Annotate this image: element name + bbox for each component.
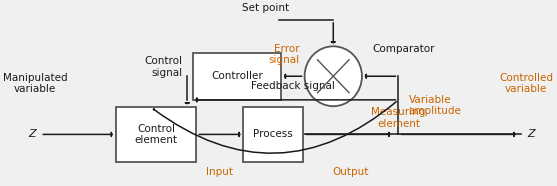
Text: Output: Output — [333, 167, 369, 177]
FancyBboxPatch shape — [243, 107, 304, 162]
Text: Z: Z — [527, 129, 535, 140]
Text: Control
signal: Control signal — [144, 56, 182, 78]
Text: Process: Process — [253, 129, 293, 140]
Ellipse shape — [305, 46, 362, 106]
FancyBboxPatch shape — [193, 53, 281, 100]
Text: Input: Input — [207, 167, 233, 177]
Text: Measuring
element: Measuring element — [372, 107, 426, 129]
Text: Feedback signal: Feedback signal — [251, 81, 335, 91]
Text: Control
element: Control element — [135, 124, 178, 145]
Text: Set point: Set point — [242, 3, 289, 13]
Text: Controlled
variable: Controlled variable — [499, 73, 553, 94]
FancyBboxPatch shape — [116, 107, 197, 162]
Text: Variable
amplitude: Variable amplitude — [409, 94, 462, 116]
Text: Error
signal: Error signal — [268, 44, 299, 65]
FancyArrowPatch shape — [153, 102, 397, 153]
Text: Controller: Controller — [211, 71, 263, 81]
Text: Comparator: Comparator — [373, 44, 435, 54]
Text: Manipulated
variable: Manipulated variable — [3, 73, 67, 94]
Text: Z: Z — [28, 129, 36, 140]
